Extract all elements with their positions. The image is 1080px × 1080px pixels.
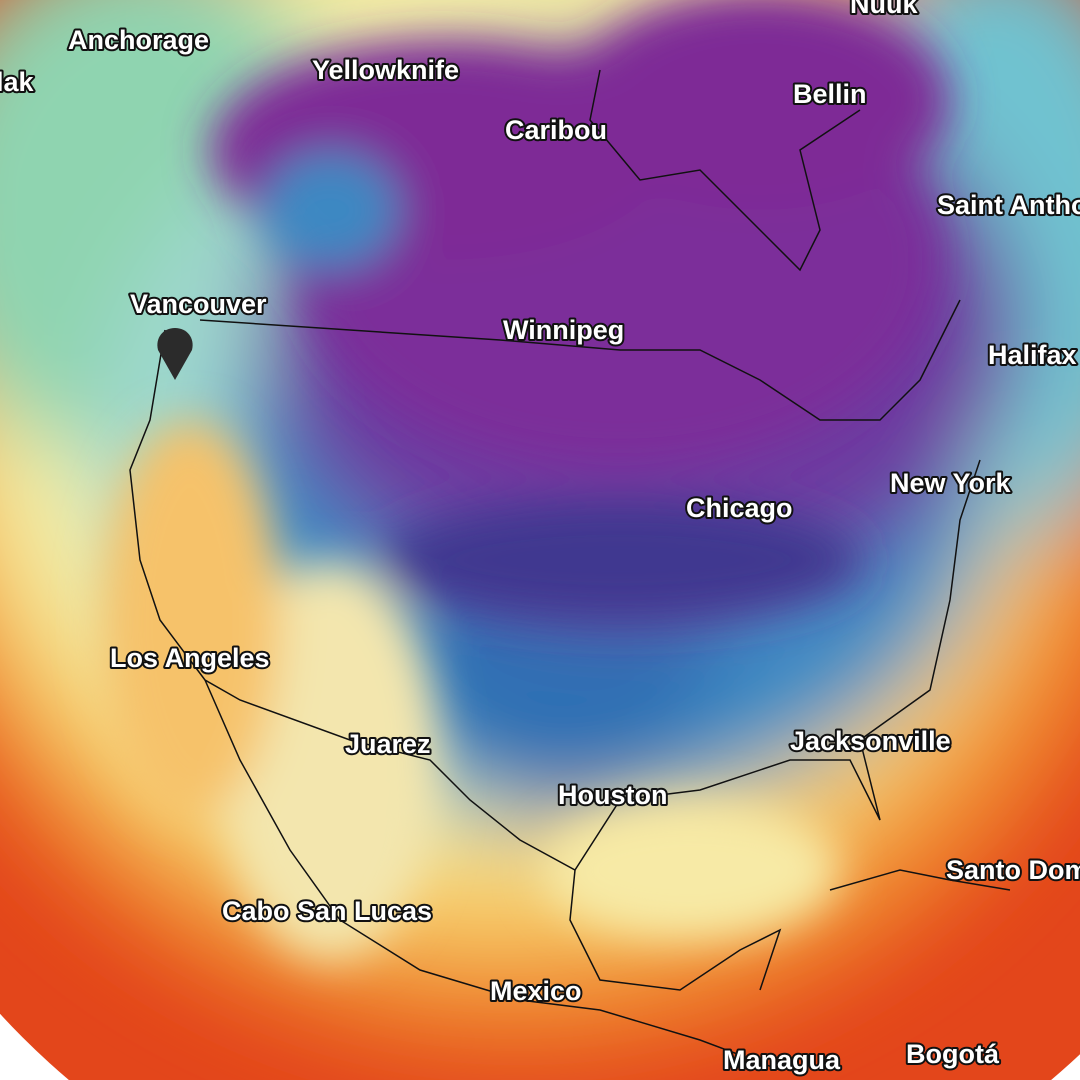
city-label: Houston: [558, 780, 667, 810]
city-label: Bellin: [793, 79, 867, 109]
location-pin: [157, 328, 193, 380]
city-label: Juarez: [345, 729, 431, 759]
city-label: Chicago: [686, 493, 793, 523]
city-label: Los Angeles: [110, 643, 270, 673]
city-label: Santo Dom: [946, 855, 1080, 885]
borders: [129, 69, 1011, 1071]
coastline: [129, 329, 981, 871]
border-line: [199, 299, 961, 421]
city-label: Nuuk: [850, 0, 918, 19]
city-label: Winnipeg: [503, 315, 624, 345]
coastline: [569, 869, 782, 991]
city-label: lak: [0, 67, 35, 97]
city-label: Vancouver: [130, 289, 267, 319]
city-label: Jacksonville: [790, 726, 951, 756]
city-label: Halifax: [988, 340, 1077, 370]
coastline: [829, 869, 1011, 891]
coastline: [589, 69, 861, 272]
city-label: Managua: [723, 1045, 841, 1075]
city-label: Caribou: [505, 115, 607, 145]
city-label: Yellowknife: [312, 55, 459, 85]
city-label: Anchorage: [68, 25, 209, 55]
city-label: Saint Antho: [937, 190, 1080, 220]
city-label: Cabo San Lucas: [222, 896, 432, 926]
coastline: [204, 679, 781, 1071]
city-label: Mexico: [490, 976, 582, 1006]
city-label: New York: [890, 468, 1012, 498]
city-label: Bogotá: [906, 1039, 1000, 1069]
